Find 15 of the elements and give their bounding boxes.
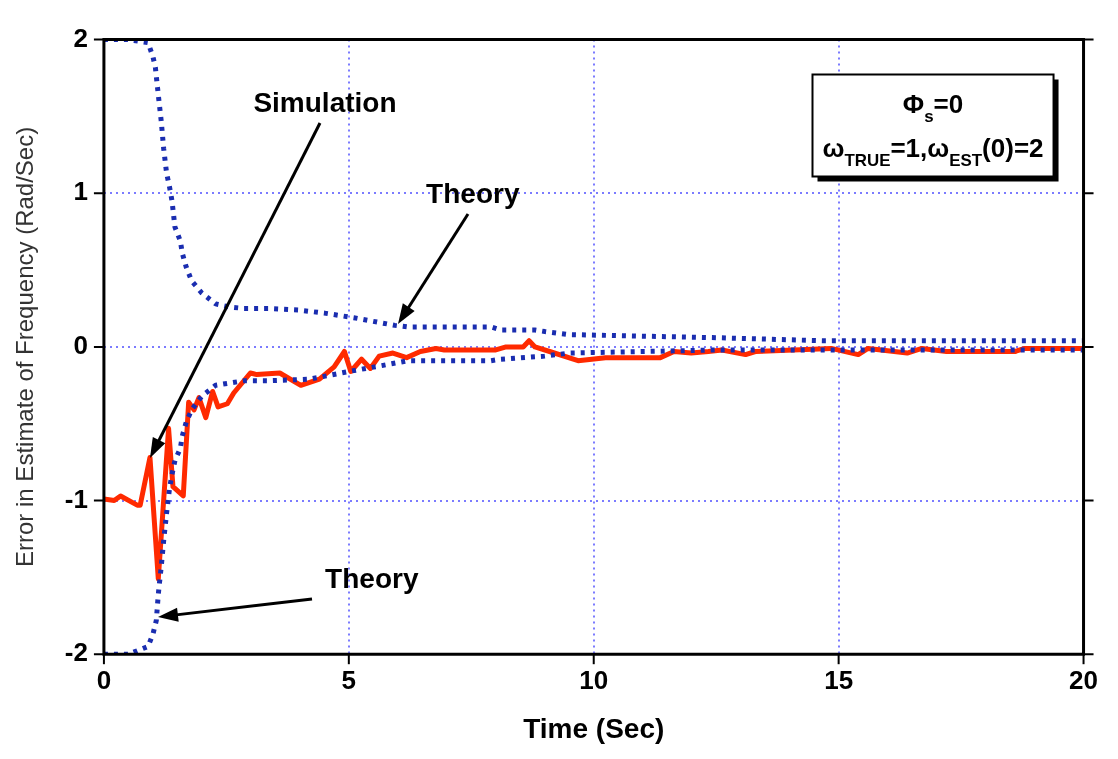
x-tick-label: 0 [96, 664, 112, 695]
y-tick-label: 1 [73, 176, 88, 207]
y-axis-title: Error in Estimate of Frequency (Rad/Sec) [11, 126, 39, 567]
annotation: Theory [426, 177, 520, 210]
y-tick-label: 0 [73, 330, 88, 361]
x-tick-label: 10 [579, 664, 609, 695]
y-tick-label: 2 [73, 22, 88, 53]
y-tick-label: -2 [64, 637, 88, 668]
x-tick-label: 15 [824, 664, 854, 695]
y-tick-label: -1 [64, 483, 88, 514]
x-axis-title: Time (Sec) [523, 712, 665, 744]
annotation: Simulation [253, 86, 397, 119]
x-tick-label: 20 [1069, 664, 1098, 695]
x-tick-label: 5 [341, 664, 357, 695]
annotation: Theory [325, 563, 419, 596]
